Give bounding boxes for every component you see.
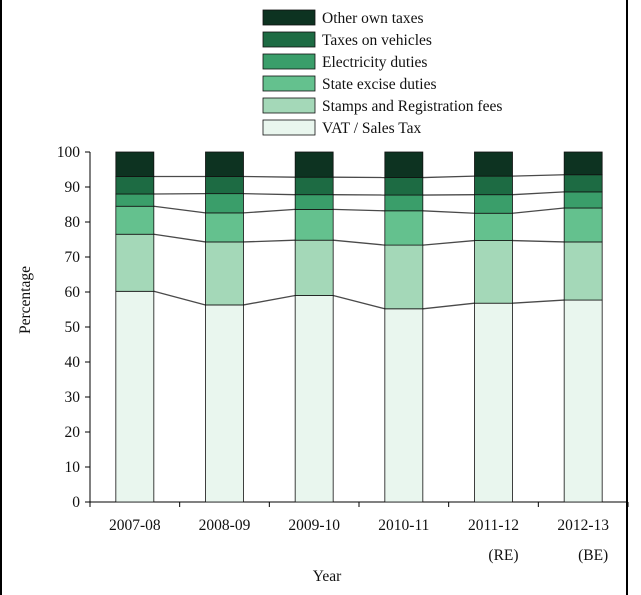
- x-tick-label: 2009-10: [288, 517, 340, 534]
- bar-segment: [384, 177, 424, 196]
- bar-segment: [294, 239, 334, 296]
- series-connector-line: [153, 233, 206, 243]
- bar-segment: [115, 176, 155, 195]
- y-tick-label: 80: [65, 214, 81, 231]
- legend-swatch: [262, 9, 316, 26]
- series-connector-line: [153, 205, 206, 214]
- x-tick-label: 2012-13: [557, 517, 609, 534]
- y-tick-label: 40: [65, 354, 81, 371]
- bar-segment: [474, 240, 513, 304]
- y-tick-label: 90: [65, 179, 81, 196]
- bar-segment: [115, 205, 155, 235]
- bar-segment: [294, 295, 334, 503]
- series-connector-line: [422, 239, 475, 246]
- bar-segment: [205, 304, 244, 503]
- bar-segment: [384, 151, 424, 178]
- legend-swatch: [262, 75, 316, 92]
- bar-segment: [115, 290, 155, 503]
- y-tick-label: 50: [65, 319, 81, 336]
- series-connector-line: [512, 191, 565, 196]
- x-tick-label: 2010-11: [378, 517, 429, 534]
- y-tick-label: 10: [65, 459, 81, 476]
- x-tick-label: 2007-08: [109, 517, 161, 534]
- bar-segment: [384, 244, 424, 310]
- chart-frame: [0, 0, 628, 595]
- bar-segment: [294, 208, 334, 241]
- y-tick-label: 20: [65, 424, 81, 441]
- bar-segment: [205, 241, 244, 306]
- bar-segment: [205, 212, 244, 243]
- bar-segment: [205, 176, 244, 195]
- series-connector-line: [243, 294, 296, 306]
- bar-segment: [294, 176, 334, 196]
- legend-label: Electricity duties: [322, 54, 427, 71]
- bar-segment: [474, 302, 513, 503]
- bar-segment: [563, 241, 603, 301]
- series-connector-line: [243, 193, 296, 196]
- bar-segment: [384, 194, 424, 212]
- legend-swatch: [262, 97, 316, 114]
- series-connector-line: [243, 175, 296, 178]
- y-tick-label: 30: [65, 389, 81, 406]
- legend-swatch: [262, 31, 316, 48]
- bar-segment: [563, 174, 603, 193]
- bar-segment: [205, 193, 244, 214]
- series-connector-line: [333, 208, 385, 212]
- legend: Other own taxes Taxes on vehicles Electric…: [262, 9, 502, 137]
- bar-segment: [474, 175, 513, 196]
- bar-segment: [563, 191, 603, 209]
- legend-label: Other own taxes: [322, 10, 424, 27]
- bar-segment: [115, 233, 155, 292]
- series-connector-line: [243, 239, 296, 243]
- series-connector-line: [422, 210, 475, 214]
- series-connector-line: [422, 302, 475, 310]
- legend-swatch: [262, 119, 316, 136]
- x-tick-sublabel: (RE): [488, 547, 518, 564]
- legend-label: Taxes on vehicles: [322, 32, 432, 49]
- bar-segment: [474, 212, 513, 241]
- series-connector-line: [512, 174, 565, 177]
- legend-label: State excise duties: [322, 76, 437, 93]
- bar-segment: [384, 308, 424, 503]
- bar-segment: [205, 151, 244, 177]
- legend-label: VAT / Sales Tax: [322, 120, 421, 137]
- bar-segment: [563, 151, 603, 176]
- y-tick-label: 60: [65, 284, 81, 301]
- bar-segment: [115, 151, 155, 177]
- bar-segment: [115, 193, 155, 207]
- series-connector-line: [512, 239, 565, 243]
- bar-segment: [294, 151, 334, 178]
- y-tick-label: 0: [72, 494, 80, 511]
- x-tick-label: 2008-09: [199, 517, 251, 534]
- x-axis-title: Year: [313, 568, 342, 585]
- series-connector-line: [512, 299, 565, 304]
- bar-segment: [474, 151, 513, 177]
- legend-swatch: [262, 53, 316, 70]
- legend-label: Stamps and Registration fees: [322, 98, 502, 115]
- series-connector-line: [333, 239, 385, 246]
- y-tick-label: 70: [65, 249, 81, 266]
- y-axis-title: Percentage: [17, 266, 34, 334]
- x-tick-sublabel: (BE): [578, 547, 608, 564]
- x-tick-label: 2011-12: [468, 517, 519, 534]
- y-tick-label: 100: [57, 144, 81, 161]
- series-connector-line: [512, 207, 565, 214]
- series-connector-line: [422, 175, 475, 179]
- bar-segment: [294, 194, 334, 210]
- series-connector-line: [333, 294, 385, 310]
- bar-segment: [384, 210, 424, 246]
- bar-segment: [474, 194, 513, 214]
- series-connector-line: [243, 208, 296, 214]
- series-connectors: [153, 174, 565, 310]
- plot-area: 0 10 20 30 40 50 60 70 80 90 100 2007-08 2008-09 2009…: [57, 144, 629, 564]
- series-connector-line: [153, 290, 206, 306]
- bar-segment: [563, 299, 603, 503]
- bar-segment: [563, 207, 603, 243]
